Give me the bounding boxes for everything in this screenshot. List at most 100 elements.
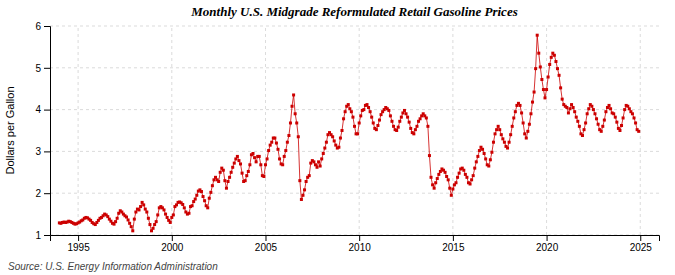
- marker: [501, 137, 504, 140]
- marker: [559, 86, 562, 89]
- marker: [475, 160, 478, 163]
- marker: [222, 169, 225, 172]
- marker: [267, 149, 270, 152]
- marker: [612, 112, 615, 115]
- tick-mark: [265, 235, 266, 241]
- marker: [156, 213, 159, 216]
- marker: [133, 218, 136, 221]
- marker: [114, 220, 117, 223]
- marker: [317, 160, 320, 163]
- marker: [138, 208, 141, 211]
- axis-line: [44, 27, 51, 236]
- marker: [365, 103, 368, 106]
- marker: [351, 116, 354, 119]
- marker: [448, 187, 451, 190]
- marker: [405, 112, 408, 115]
- marker: [398, 120, 401, 123]
- marker: [455, 181, 458, 184]
- marker: [166, 216, 169, 219]
- marker: [142, 203, 145, 206]
- marker: [337, 146, 340, 149]
- marker: [270, 141, 273, 144]
- marker: [622, 116, 625, 119]
- marker: [356, 132, 359, 135]
- marker: [528, 123, 531, 126]
- marker: [209, 191, 212, 194]
- marker: [125, 216, 128, 219]
- marker: [231, 166, 234, 169]
- marker: [623, 108, 626, 111]
- marker: [148, 223, 151, 226]
- marker: [181, 203, 184, 206]
- marker: [561, 98, 564, 101]
- marker: [233, 162, 236, 165]
- marker: [514, 110, 517, 113]
- tick-label: 2: [35, 188, 41, 199]
- marker: [572, 106, 575, 109]
- marker: [331, 135, 334, 138]
- marker: [380, 113, 383, 116]
- marker: [568, 107, 571, 110]
- marker: [586, 112, 589, 115]
- title: Monthly U.S. Midgrade Reformulated Retai…: [190, 4, 517, 19]
- marker: [534, 67, 537, 70]
- tick: 6: [35, 21, 50, 32]
- grid: [50, 26, 659, 235]
- marker: [367, 106, 370, 109]
- marker: [200, 190, 203, 193]
- plot-area: [58, 34, 640, 233]
- marker: [169, 221, 172, 224]
- marker: [239, 162, 242, 165]
- marker: [297, 135, 300, 138]
- tick-label: 2025: [630, 242, 653, 253]
- tick-mark: [640, 235, 641, 241]
- marker: [291, 105, 294, 108]
- marker: [609, 107, 612, 110]
- marker: [162, 208, 165, 211]
- marker: [139, 205, 142, 208]
- axis-line: [51, 236, 660, 242]
- marker: [487, 165, 490, 168]
- tick: 2015: [442, 235, 465, 253]
- marker: [348, 107, 351, 110]
- marker: [522, 121, 525, 124]
- marker: [433, 187, 436, 190]
- marker: [506, 147, 509, 150]
- marker: [284, 149, 287, 152]
- y-axis: 123456: [35, 21, 50, 241]
- grid-line: [265, 26, 266, 235]
- marker: [620, 124, 623, 127]
- grid-line: [546, 26, 547, 235]
- marker: [509, 133, 512, 136]
- marker: [462, 169, 465, 172]
- marker: [539, 65, 542, 68]
- marker: [450, 194, 453, 197]
- marker: [281, 163, 284, 166]
- marker: [483, 152, 486, 155]
- marker: [172, 213, 175, 216]
- tick: 2: [35, 188, 50, 199]
- marker: [428, 154, 431, 157]
- marker: [191, 204, 194, 207]
- tick-label: 2005: [255, 242, 278, 253]
- marker: [465, 176, 468, 179]
- marker: [375, 128, 378, 131]
- tick-mark: [44, 151, 50, 152]
- marker: [469, 183, 472, 186]
- marker: [323, 147, 326, 150]
- marker: [275, 142, 278, 145]
- marker: [472, 174, 475, 177]
- tick-label: 6: [35, 21, 41, 32]
- tick-label: 2000: [161, 242, 184, 253]
- marker: [347, 103, 350, 106]
- tick-label: 3: [35, 146, 41, 157]
- tick: 2025: [630, 235, 653, 253]
- marker: [395, 129, 398, 132]
- grid-line: [50, 26, 659, 27]
- marker: [498, 128, 501, 131]
- marker: [548, 63, 551, 66]
- marker: [573, 110, 576, 113]
- marker: [287, 134, 290, 137]
- marker: [511, 125, 514, 128]
- marker: [248, 163, 251, 166]
